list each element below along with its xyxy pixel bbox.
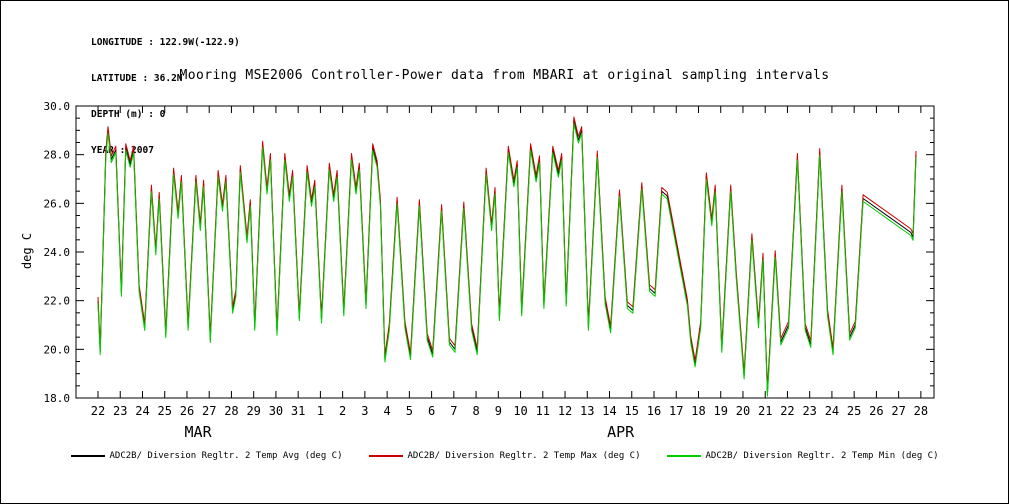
x-tick-label: 4 xyxy=(384,404,391,418)
series-line-min xyxy=(97,123,917,397)
x-tick-label: 30 xyxy=(269,404,283,418)
y-tick-label: 26.0 xyxy=(44,197,71,210)
x-tick-label: 9 xyxy=(495,404,502,418)
plot-frame xyxy=(75,105,935,399)
legend-label-max: ADC2B/ Diversion Regltr. 2 Temp Max (deg… xyxy=(407,451,641,461)
y-tick-label: 30.0 xyxy=(44,100,71,113)
header-year: YEAR : 2007 xyxy=(91,145,154,156)
y-tick-label: 28.0 xyxy=(44,149,71,162)
y-axis: 18.0 20.0 22.0 24.0 26.0 28.0 30.0 xyxy=(44,100,934,405)
x-tick-label: 22 xyxy=(91,404,105,418)
chart-title: Mooring MSE2006 Controller-Power data fr… xyxy=(179,68,830,83)
x-tick-label: 25 xyxy=(847,404,861,418)
header-depth: DEPTH (m) : 0 xyxy=(91,109,166,120)
x-tick-label: 7 xyxy=(450,404,457,418)
x-tick-label: 15 xyxy=(625,404,639,418)
x-tick-label: 23 xyxy=(802,404,816,418)
legend-swatch-min xyxy=(666,455,701,457)
month-label: APR xyxy=(607,423,635,441)
x-tick-label: 22 xyxy=(780,404,794,418)
legend-label-avg: ADC2B/ Diversion Regltr. 2 Temp Avg (deg… xyxy=(109,451,343,461)
legend-swatch-max xyxy=(368,455,403,457)
legend-swatch-avg xyxy=(70,455,105,457)
x-tick-label: 17 xyxy=(669,404,683,418)
x-tick-label: 27 xyxy=(202,404,216,418)
legend-item-max: ADC2B/ Diversion Regltr. 2 Temp Max (deg… xyxy=(368,451,641,461)
x-tick-label: 29 xyxy=(246,404,260,418)
header-longitude: LONGITUDE : 122.9W(-122.9) xyxy=(91,37,240,48)
y-tick-label: 24.0 xyxy=(44,246,71,259)
x-tick-label: 24 xyxy=(135,404,149,418)
x-tick-label: 28 xyxy=(914,404,928,418)
x-tick-label: 3 xyxy=(361,404,368,418)
series-line-max xyxy=(97,116,917,390)
x-tick-label: 31 xyxy=(291,404,305,418)
y-tick-label: 20.0 xyxy=(44,343,71,356)
x-tick-label: 18 xyxy=(691,404,705,418)
x-tick-label: 26 xyxy=(869,404,883,418)
x-tick-label: 27 xyxy=(891,404,905,418)
x-tick-label: 1 xyxy=(317,404,324,418)
x-tick-label: 8 xyxy=(472,404,479,418)
x-tick-label: 23 xyxy=(113,404,127,418)
x-tick-label: 6 xyxy=(428,404,435,418)
x-tick-label: 5 xyxy=(406,404,413,418)
x-tick-label: 24 xyxy=(825,404,839,418)
y-tick-label: 22.0 xyxy=(44,295,71,308)
x-tick-label: 19 xyxy=(713,404,727,418)
header-metadata: LONGITUDE : 122.9W(-122.9) LATITUDE : 36… xyxy=(91,13,240,181)
x-tick-label: 28 xyxy=(224,404,238,418)
y-tick-label: 18.0 xyxy=(44,392,71,405)
legend-item-avg: ADC2B/ Diversion Regltr. 2 Temp Avg (deg… xyxy=(70,451,343,461)
x-tick-label: 12 xyxy=(558,404,572,418)
header-latitude: LATITUDE : 36.2N xyxy=(91,73,183,84)
x-tick-label: 20 xyxy=(736,404,750,418)
x-tick-label: 26 xyxy=(180,404,194,418)
month-label: MAR xyxy=(185,423,213,441)
series-lines xyxy=(97,116,917,397)
x-tick-label: 2 xyxy=(339,404,346,418)
x-tick-label: 16 xyxy=(647,404,661,418)
x-tick-label: 11 xyxy=(536,404,550,418)
x-tick-label: 21 xyxy=(758,404,772,418)
x-tick-label: 25 xyxy=(157,404,171,418)
legend: ADC2B/ Diversion Regltr. 2 Temp Avg (deg… xyxy=(1,451,1008,461)
x-tick-label: 10 xyxy=(513,404,527,418)
legend-label-min: ADC2B/ Diversion Regltr. 2 Temp Min (deg… xyxy=(705,451,939,461)
x-tick-label: 13 xyxy=(580,404,594,418)
x-tick-label: 14 xyxy=(602,404,616,418)
x-axis: 22 23 24 25 26 27 28 29 30 31 1 2 3 4 5 6 7 8 9 10 11 12 13 14 1… xyxy=(91,106,928,441)
legend-item-min: ADC2B/ Diversion Regltr. 2 Temp Min (deg… xyxy=(666,451,939,461)
